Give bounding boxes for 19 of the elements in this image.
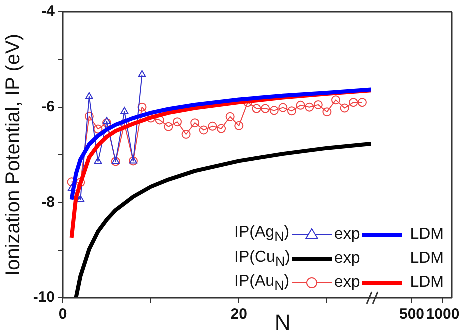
y-tick-label: -4 bbox=[42, 3, 56, 20]
y-tick-label: -8 bbox=[42, 194, 55, 211]
x-tick-label: 1000 bbox=[426, 306, 460, 324]
x-tick-label: 0 bbox=[58, 306, 68, 324]
x-tick-label: 20 bbox=[230, 306, 248, 324]
x-tick-label: 500 bbox=[399, 306, 425, 324]
legend-label: exp bbox=[334, 250, 360, 268]
y-tick-label: -6 bbox=[42, 98, 55, 116]
annotation: IP(Au$_{N}$) bbox=[234, 272, 290, 293]
legend-label: exp bbox=[334, 274, 360, 292]
legend-label: LDM bbox=[410, 274, 444, 292]
x-axis-title: N bbox=[274, 310, 291, 335]
annotation: LDM bbox=[410, 250, 444, 268]
legend-label: exp bbox=[334, 226, 360, 244]
y-axis-title: Ionization Potential, IP (eV) bbox=[2, 34, 25, 276]
annotation: IP(Cu$_{N}$) bbox=[234, 248, 290, 269]
legend-label: LDM bbox=[410, 226, 444, 244]
y-tick-label: -10 bbox=[33, 289, 55, 306]
annotation: IP(Ag$_{N}$) bbox=[234, 224, 290, 245]
